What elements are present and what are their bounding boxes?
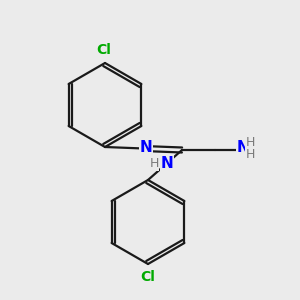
Text: H: H bbox=[245, 148, 255, 160]
Text: N: N bbox=[140, 140, 152, 155]
Text: H: H bbox=[245, 136, 255, 148]
Text: Cl: Cl bbox=[141, 270, 155, 284]
Text: Cl: Cl bbox=[97, 43, 111, 57]
Text: H: H bbox=[149, 157, 159, 170]
Text: N: N bbox=[160, 156, 173, 171]
Text: N: N bbox=[237, 140, 249, 155]
